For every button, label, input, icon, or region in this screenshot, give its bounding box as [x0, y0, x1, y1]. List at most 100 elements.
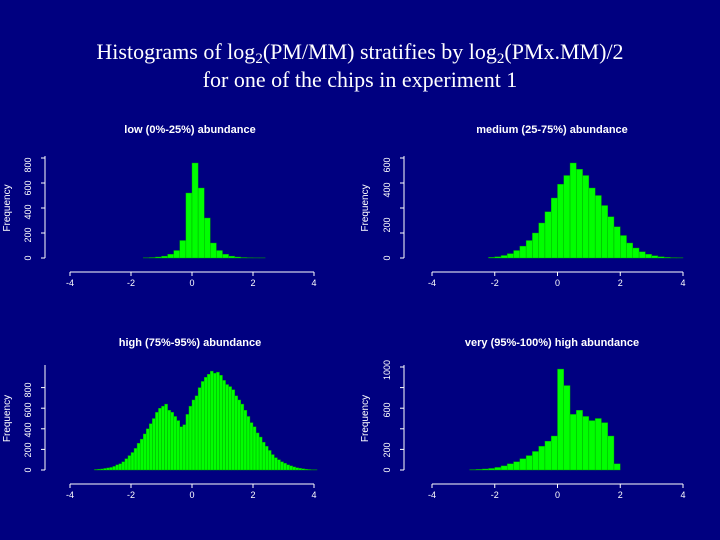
histogram-bar: [118, 463, 123, 471]
histogram-bar: [488, 468, 495, 471]
histogram-bar: [249, 422, 254, 471]
y-tick-label: 600: [382, 157, 392, 172]
x-tick-label: -4: [428, 490, 436, 500]
histogram-bar: [632, 247, 640, 259]
histogram-bar: [97, 468, 101, 471]
histogram-bar: [185, 192, 193, 259]
histogram-bar: [613, 226, 621, 259]
histogram-bar: [588, 420, 596, 471]
histogram-bar: [307, 469, 312, 471]
x-tick-label: 4: [311, 490, 316, 500]
y-tick-label: 200: [23, 227, 33, 242]
histogram-bar: [576, 169, 583, 259]
histogram-bar: [243, 410, 248, 471]
histogram-bar: [538, 446, 546, 471]
histogram-bar: [507, 253, 514, 259]
histogram-bar: [277, 459, 281, 471]
histogram-bar: [576, 410, 583, 471]
title-mid: (PM/MM) stratifies by log: [262, 39, 497, 64]
histogram-bar: [588, 187, 596, 259]
title-pre: Histograms of log: [96, 39, 256, 64]
histogram-bar: [283, 463, 287, 471]
histogram-bar: [304, 468, 309, 471]
histogram-bar: [112, 466, 116, 471]
panel-title: medium (25-75%) abundance: [476, 124, 628, 136]
title-post: (PMx.MM)/2: [504, 39, 624, 64]
histogram-bar: [179, 240, 187, 259]
y-tick-label: 200: [382, 442, 392, 457]
histogram-bar: [210, 370, 214, 471]
histogram-bar: [240, 257, 248, 259]
histogram-bar: [538, 222, 546, 259]
histogram-bar: [173, 416, 177, 471]
histogram-bar: [271, 454, 275, 471]
y-tick-label: 200: [23, 442, 33, 457]
histogram-bar: [115, 464, 119, 471]
histogram-bar: [133, 448, 138, 471]
histogram-bar: [203, 217, 211, 259]
y-tick-label: 800: [23, 382, 33, 397]
y-axis-label: Frequency: [360, 395, 371, 442]
histogram-bar: [663, 257, 671, 259]
histogram-bar: [594, 195, 602, 259]
histogram-bar: [651, 255, 659, 259]
histogram-bar: [176, 420, 180, 471]
histogram-bar: [601, 422, 608, 471]
x-tick-label: -4: [428, 278, 436, 288]
title-subscript-2: 2: [496, 51, 505, 67]
histogram-bar: [532, 232, 539, 259]
histogram-bar: [557, 184, 564, 259]
histogram-bar: [158, 408, 162, 471]
y-tick-label: 0: [23, 255, 33, 260]
histogram-bar: [557, 368, 564, 471]
histogram-bar: [298, 468, 302, 471]
histogram-bar: [246, 416, 251, 471]
histogram-bar: [219, 375, 223, 471]
histogram-bar: [582, 416, 590, 471]
histogram-bar: [657, 256, 665, 259]
histogram-bar: [127, 455, 132, 471]
histogram-bar: [234, 395, 238, 471]
histogram-bar: [94, 469, 98, 471]
y-tick-label: 0: [23, 467, 33, 472]
histogram-bar: [136, 443, 141, 471]
histogram-bar: [188, 405, 193, 471]
histogram-bar: [139, 438, 144, 471]
y-tick-label: 200: [382, 217, 392, 232]
x-tick-label: 2: [250, 278, 255, 288]
y-tick-label: 600: [23, 402, 33, 417]
histogram-bar: [582, 175, 590, 259]
histogram-bar: [532, 451, 539, 471]
histogram-bar: [164, 403, 168, 471]
y-tick-label: 0: [382, 255, 392, 260]
histogram-bar: [207, 374, 211, 471]
histogram-bar: [563, 385, 571, 471]
histogram-bar: [234, 256, 241, 259]
y-axis-label: Frequency: [2, 395, 13, 442]
y-tick-label: 400: [382, 182, 392, 197]
histogram-bar: [258, 436, 263, 471]
histogram-bar: [203, 377, 208, 471]
x-tick-label: 4: [311, 278, 316, 288]
y-tick-label: 600: [23, 180, 33, 195]
histogram-bar: [500, 465, 508, 471]
panel-title: high (75%-95%) abundance: [119, 337, 261, 349]
histogram-bar: [197, 187, 205, 259]
histogram-bar: [252, 426, 257, 471]
histogram-bar: [544, 440, 552, 471]
histogram-bar: [170, 412, 174, 471]
histogram-bar: [191, 162, 199, 259]
histogram-bar: [182, 424, 187, 471]
x-tick-label: 0: [189, 490, 194, 500]
histogram-bar: [482, 468, 489, 471]
histogram-bar: [213, 372, 217, 471]
histogram-bar: [613, 463, 621, 471]
x-tick-label: -4: [66, 490, 74, 500]
histogram-bar: [525, 240, 533, 259]
histogram-bar: [265, 446, 269, 471]
histogram-bar: [216, 371, 220, 471]
slide-title-line-2: for one of the chips in experiment 1: [202, 67, 518, 92]
x-tick-label: 0: [555, 278, 560, 288]
histogram-bar: [519, 458, 527, 471]
panel-title: low (0%-25%) abundance: [124, 124, 255, 136]
